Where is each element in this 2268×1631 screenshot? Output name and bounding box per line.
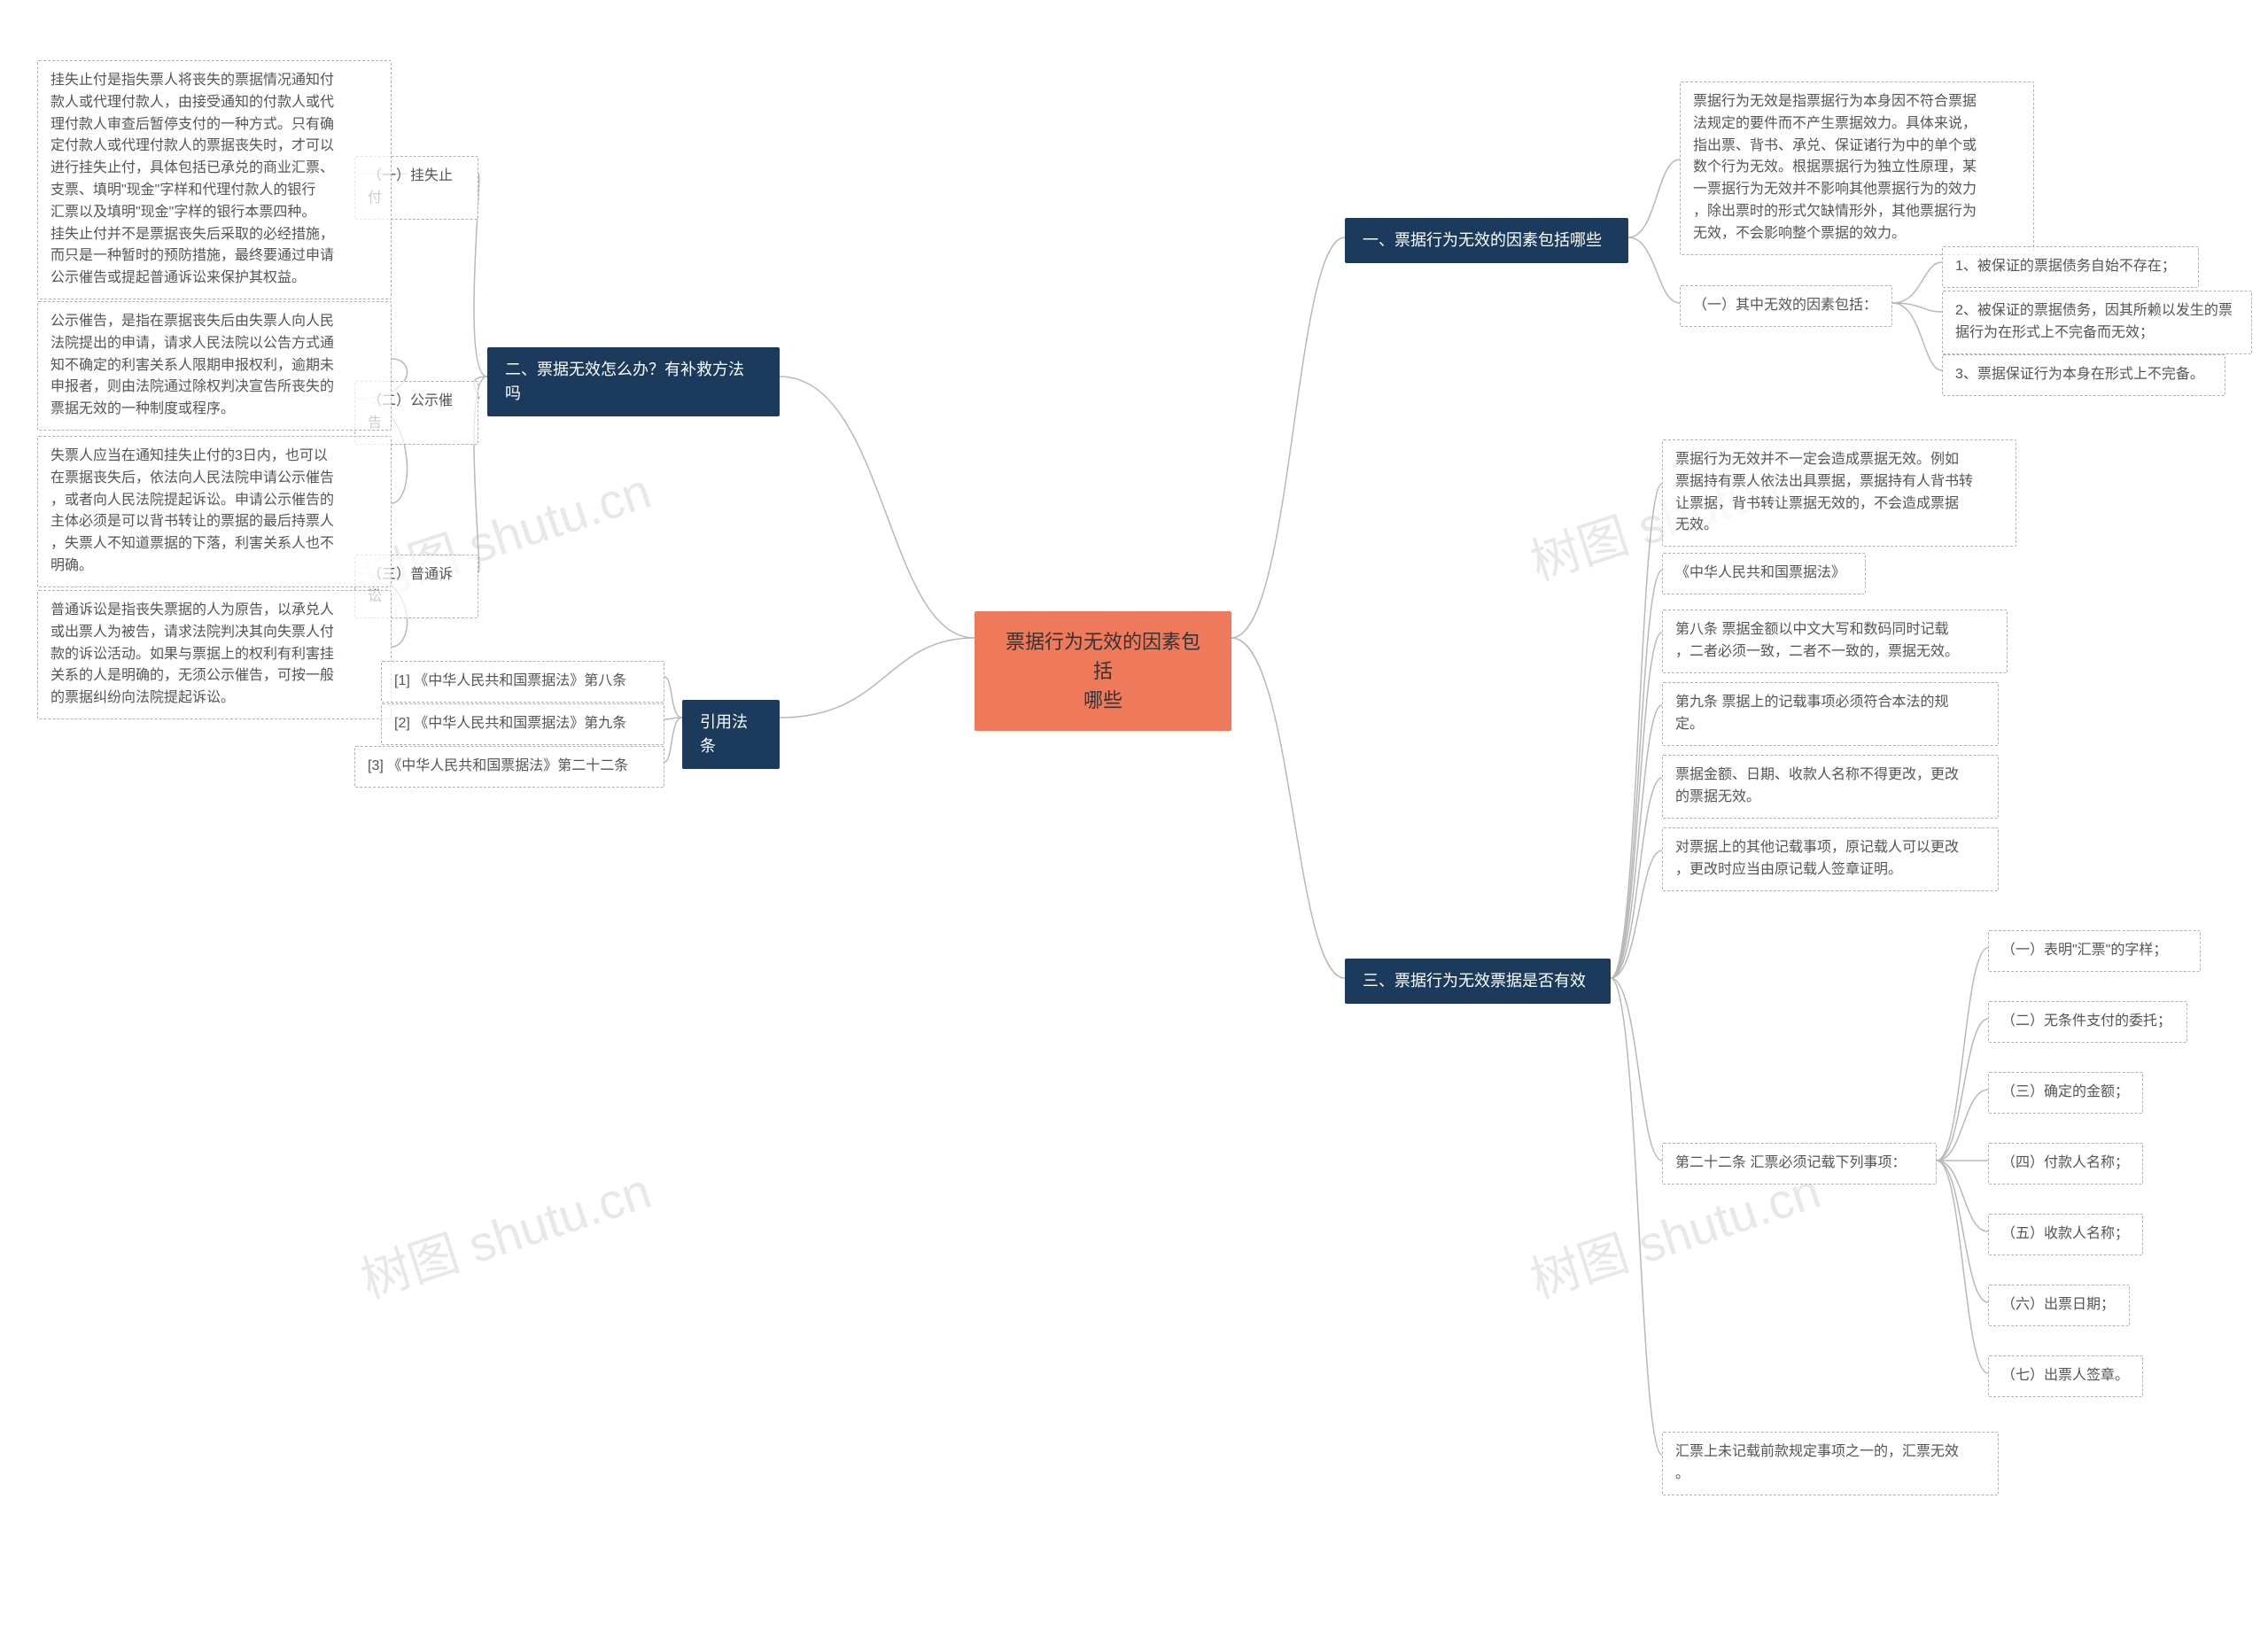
branch-section-3[interactable]: 三、票据行为无效票据是否有效 bbox=[1345, 959, 1611, 1004]
watermark: 树图 shutu.cn bbox=[351, 1152, 659, 1313]
leaf-b3-article-9[interactable]: 第九条 票据上的记载事项必须符合本法的规定。 bbox=[1662, 682, 1999, 746]
leaf-b3-item-7[interactable]: （七）出票人签章。 bbox=[1988, 1355, 2143, 1397]
leaf-b3-invalid[interactable]: 汇票上未记载前款规定事项之一的，汇票无效。 bbox=[1662, 1432, 1999, 1495]
leaf-b1-factor-1[interactable]: 1、被保证的票据债务自始不存在； bbox=[1942, 246, 2199, 288]
leaf-b1-factor-2[interactable]: 2、被保证的票据债务，因其所赖以发生的票据行为在形式上不完备而无效； bbox=[1942, 291, 2252, 354]
leaf-b2-detail-1[interactable]: 挂失止付是指失票人将丧失的票据情况通知付款人或代理付款人，由接受通知的付款人或代… bbox=[37, 60, 392, 299]
leaf-ref-2[interactable]: [2] 《中华人民共和国票据法》第九条 bbox=[381, 703, 664, 745]
leaf-b3-other-items[interactable]: 对票据上的其他记载事项，原记载人可以更改，更改时应当由原记载人签章证明。 bbox=[1662, 827, 1999, 891]
leaf-b3-item-2[interactable]: （二）无条件支付的委托； bbox=[1988, 1001, 2187, 1043]
leaf-b3-item-6[interactable]: （六）出票日期； bbox=[1988, 1285, 2130, 1326]
leaf-b1-factors-label[interactable]: （一）其中无效的因素包括： bbox=[1680, 285, 1892, 327]
leaf-b2-detail-4[interactable]: 普通诉讼是指丧失票据的人为原告，以承兑人或出票人为被告，请求法院判决其向失票人付… bbox=[37, 590, 392, 719]
leaf-b3-no-change[interactable]: 票据金额、日期、收款人名称不得更改，更改的票据无效。 bbox=[1662, 755, 1999, 819]
leaf-b3-item-3[interactable]: （三）确定的金额； bbox=[1988, 1072, 2143, 1114]
leaf-b3-article-8[interactable]: 第八条 票据金额以中文大写和数码同时记载，二者必须一致，二者不一致的，票据无效。 bbox=[1662, 610, 2008, 673]
leaf-b3-article-22[interactable]: 第二十二条 汇票必须记载下列事项： bbox=[1662, 1143, 1937, 1184]
leaf-b3-item-1[interactable]: （一）表明"汇票"的字样； bbox=[1988, 930, 2201, 972]
leaf-ref-1[interactable]: [1] 《中华人民共和国票据法》第八条 bbox=[381, 661, 664, 703]
center-node[interactable]: 票据行为无效的因素包括哪些 bbox=[975, 611, 1231, 731]
branch-references[interactable]: 引用法条 bbox=[682, 700, 780, 769]
leaf-b3-item-5[interactable]: （五）收款人名称； bbox=[1988, 1214, 2143, 1255]
leaf-b3-item-4[interactable]: （四）付款人名称； bbox=[1988, 1143, 2143, 1184]
leaf-b1-factor-3[interactable]: 3、票据保证行为本身在形式上不完备。 bbox=[1942, 354, 2225, 396]
leaf-b1-description[interactable]: 票据行为无效是指票据行为本身因不符合票据法规定的要件而不产生票据效力。具体来说，… bbox=[1680, 82, 2034, 255]
branch-section-1[interactable]: 一、票据行为无效的因素包括哪些 bbox=[1345, 218, 1628, 263]
leaf-b3-intro[interactable]: 票据行为无效并不一定会造成票据无效。例如票据持有票人依法出具票据，票据持有人背书… bbox=[1662, 439, 2016, 547]
leaf-b2-detail-3[interactable]: 失票人应当在通知挂失止付的3日内，也可以在票据丧失后，依法向人民法院申请公示催告… bbox=[37, 436, 392, 587]
leaf-b3-law-title[interactable]: 《中华人民共和国票据法》 bbox=[1662, 553, 1866, 594]
branch-section-2[interactable]: 二、票据无效怎么办？有补救方法吗 bbox=[487, 347, 780, 416]
leaf-b2-detail-2[interactable]: 公示催告，是指在票据丧失后由失票人向人民法院提出的申请，请求人民法院以公告方式通… bbox=[37, 301, 392, 431]
leaf-ref-3[interactable]: [3] 《中华人民共和国票据法》第二十二条 bbox=[354, 746, 664, 788]
